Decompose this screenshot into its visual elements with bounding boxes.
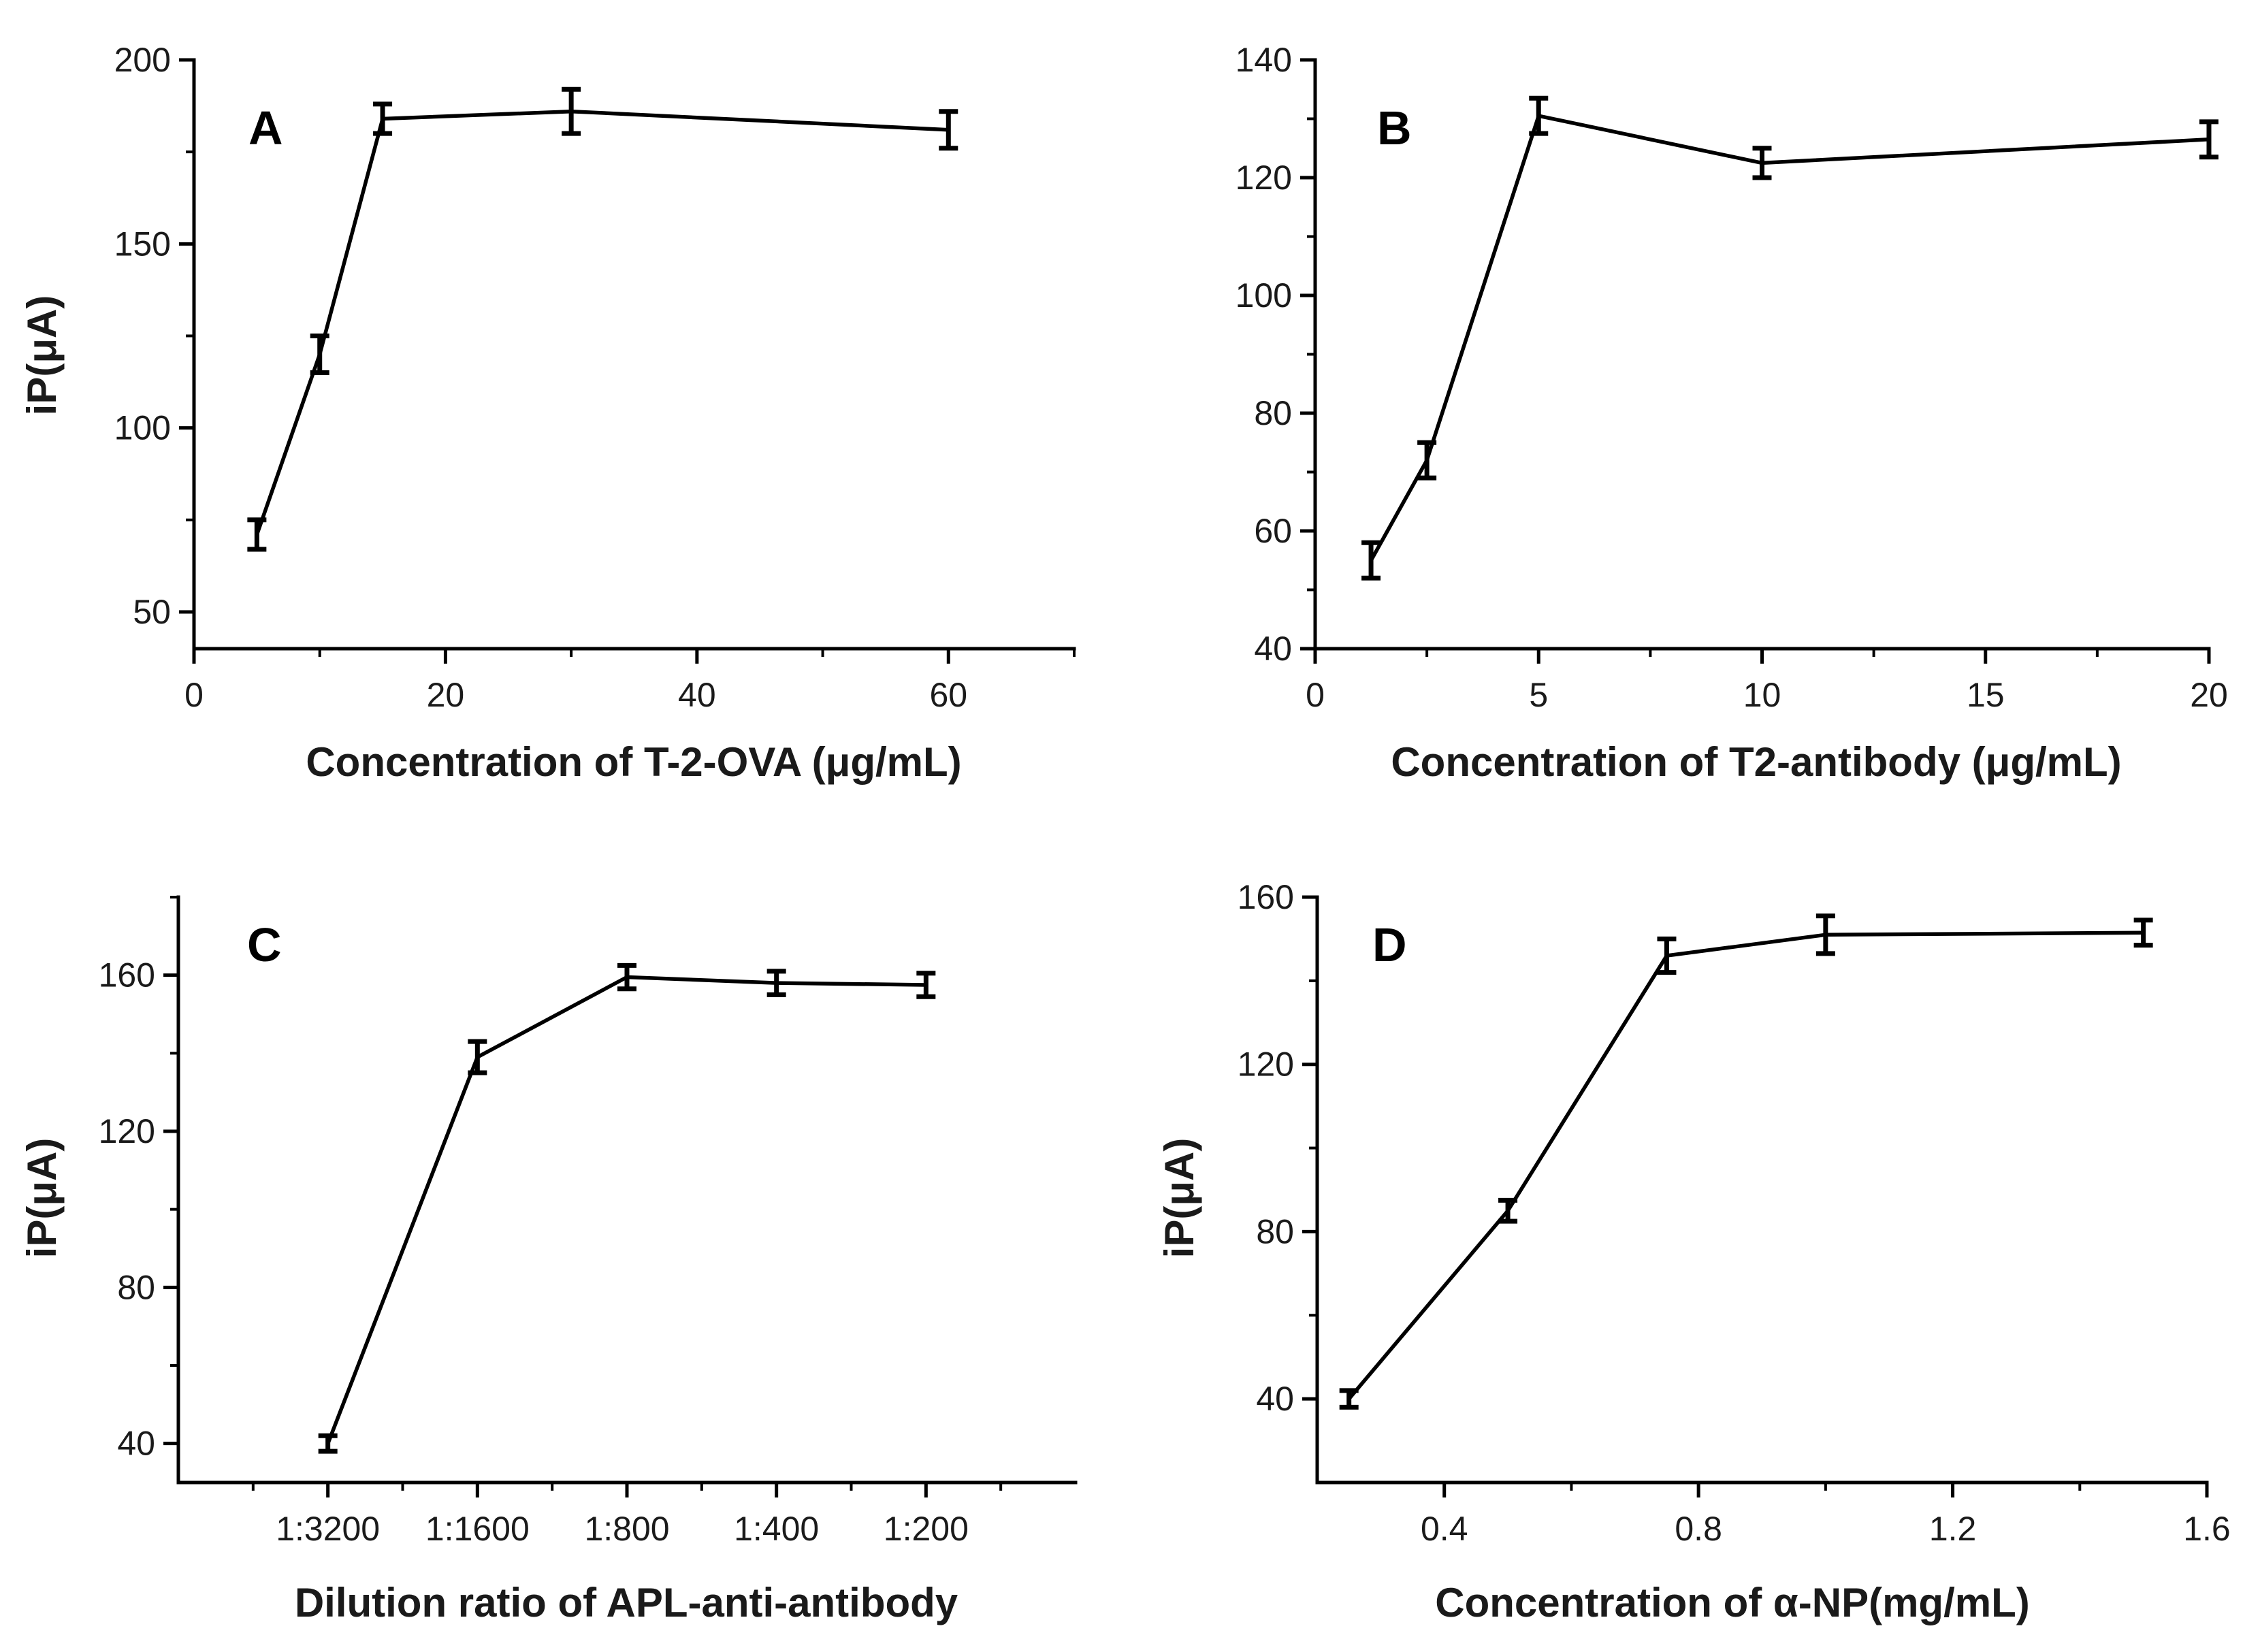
y-tick-label-b: 60 <box>1254 512 1292 550</box>
series-line-b <box>1369 114 2210 562</box>
panel-d: D Concentration of α-NP(mg/mL) iP(μA) 40… <box>1157 878 2231 1625</box>
panel-a: A Concentration of T-2-OVA (μg/mL) iP(μA… <box>19 41 1076 785</box>
data-point-b <box>1529 95 1549 136</box>
data-point-d <box>1657 936 1677 975</box>
y-tick-label-b: 100 <box>1236 276 1292 314</box>
data-point-c <box>916 971 936 999</box>
panel-label-d: D <box>1372 918 1407 971</box>
panel-label-a: A <box>248 101 283 155</box>
x-tick-label-b: 0 <box>1306 676 1325 714</box>
data-point-b <box>1752 146 1772 180</box>
y-axis-title-a: iP(μA) <box>19 295 65 416</box>
x-tick-label-a: 60 <box>929 676 967 714</box>
data-point-d <box>1498 1197 1518 1224</box>
x-tick-label-c: 1:200 <box>884 1510 969 1548</box>
y-axis-title-c: iP(μA) <box>19 1138 65 1259</box>
x-tick-label-b: 10 <box>1743 676 1781 714</box>
data-point-c <box>468 1039 487 1075</box>
data-point-a <box>939 109 958 151</box>
data-point-c <box>766 969 786 997</box>
data-point-a <box>247 517 267 552</box>
y-tick-label-d: 80 <box>1256 1212 1294 1250</box>
data-point-a <box>562 86 581 136</box>
panel-label-b: B <box>1377 101 1412 155</box>
data-point-a <box>373 101 393 136</box>
x-tick-label-d: 0.8 <box>1675 1510 1722 1548</box>
y-tick-label-a: 150 <box>114 225 171 263</box>
series-line-a <box>255 109 949 536</box>
y-tick-label-d: 120 <box>1238 1046 1294 1084</box>
data-point-b <box>2199 119 2218 160</box>
data-point-b <box>1361 540 1381 581</box>
y-tick-label-d: 160 <box>1238 878 1294 916</box>
data-point-c <box>318 1433 338 1454</box>
panel-b: B Concentration of T2-antibody (μg/mL) 4… <box>1236 41 2228 785</box>
x-axis-title-b: Concentration of T2-antibody (μg/mL) <box>1391 739 2121 785</box>
x-tick-label-a: 0 <box>184 676 204 714</box>
data-point-d <box>2133 918 2153 948</box>
x-tick-label-d: 1.6 <box>2183 1510 2231 1548</box>
y-tick-label-a: 100 <box>114 409 171 447</box>
x-axis-title-c: Dilution ratio of APL-anti-antibody <box>295 1580 958 1625</box>
y-tick-label-b: 120 <box>1236 159 1292 197</box>
series-line-c <box>326 975 926 1444</box>
data-point-c <box>617 962 636 992</box>
panel-c: C Dilution ratio of APL-anti-antibody iP… <box>19 895 1078 1625</box>
y-tick-label-b: 140 <box>1236 41 1292 79</box>
x-tick-label-a: 40 <box>678 676 716 714</box>
x-tick-label-b: 20 <box>2190 676 2228 714</box>
x-tick-label-b: 15 <box>1967 676 2005 714</box>
y-tick-label-c: 120 <box>99 1112 155 1150</box>
data-point-d <box>1339 1388 1359 1410</box>
x-tick-label-d: 0.4 <box>1421 1510 1468 1548</box>
y-tick-label-c: 160 <box>99 956 155 994</box>
y-tick-label-b: 40 <box>1254 630 1292 668</box>
data-point-a <box>310 333 329 376</box>
x-tick-label-b: 5 <box>1529 676 1548 714</box>
panel-label-c: C <box>247 918 282 971</box>
x-tick-label-c: 1:1600 <box>425 1510 530 1548</box>
y-tick-label-a: 50 <box>133 593 171 631</box>
x-tick-label-d: 1.2 <box>1929 1510 1977 1548</box>
y-tick-label-c: 80 <box>117 1268 155 1306</box>
y-axis-title-d: iP(μA) <box>1157 1138 1202 1259</box>
y-tick-label-d: 40 <box>1256 1380 1294 1418</box>
y-tick-label-c: 40 <box>117 1425 155 1463</box>
series-line-d <box>1347 930 2144 1400</box>
x-axis-title-d: Concentration of α-NP(mg/mL) <box>1435 1580 2030 1625</box>
y-tick-label-a: 200 <box>114 41 171 79</box>
data-point-b <box>1417 440 1437 481</box>
x-tick-label-c: 1:800 <box>584 1510 669 1548</box>
x-tick-label-c: 1:400 <box>734 1510 819 1548</box>
x-axis-title-a: Concentration of T-2-OVA (μg/mL) <box>306 739 961 785</box>
x-tick-label-a: 20 <box>427 676 465 714</box>
data-point-d <box>1815 913 1835 956</box>
x-tick-label-c: 1:3200 <box>276 1510 380 1548</box>
y-tick-label-b: 80 <box>1254 394 1292 432</box>
